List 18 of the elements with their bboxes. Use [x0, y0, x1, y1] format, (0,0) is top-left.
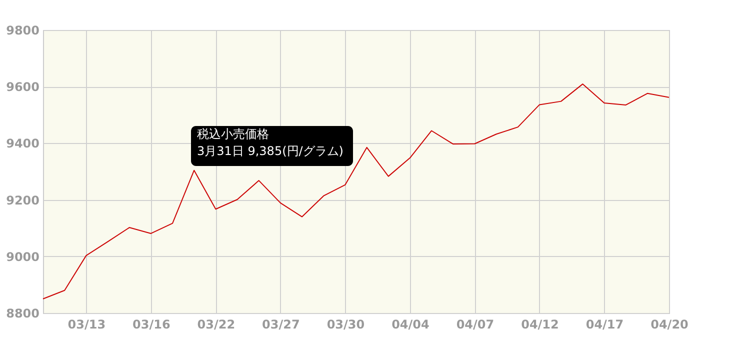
y-tick-label: 9400 [6, 136, 40, 151]
annotation: 税込小売価格 3月31日 9,385(円/グラム) [197, 127, 344, 158]
y-tick-label: 9200 [6, 193, 40, 208]
x-tick-label: 04/07 [456, 318, 494, 332]
y-tick-label: 8800 [6, 306, 40, 320]
x-tick-label: 03/30 [326, 318, 365, 332]
x-tick-label: 04/04 [392, 318, 430, 332]
x-tick-label: 04/20 [650, 318, 688, 332]
y-tick-label: 9800 [6, 24, 40, 38]
x-tick-label: 03/22 [197, 318, 236, 332]
x-tick-label: 04/12 [521, 318, 559, 332]
x-tick-label: 04/17 [586, 318, 624, 332]
y-tick-label: 9000 [6, 250, 40, 264]
line-series [42, 84, 670, 300]
y-tick-label: 9600 [6, 80, 40, 94]
x-tick-label: 03/16 [132, 318, 170, 332]
x-tick-label: 03/13 [68, 318, 106, 332]
x-tick-label: 03/27 [262, 318, 300, 332]
